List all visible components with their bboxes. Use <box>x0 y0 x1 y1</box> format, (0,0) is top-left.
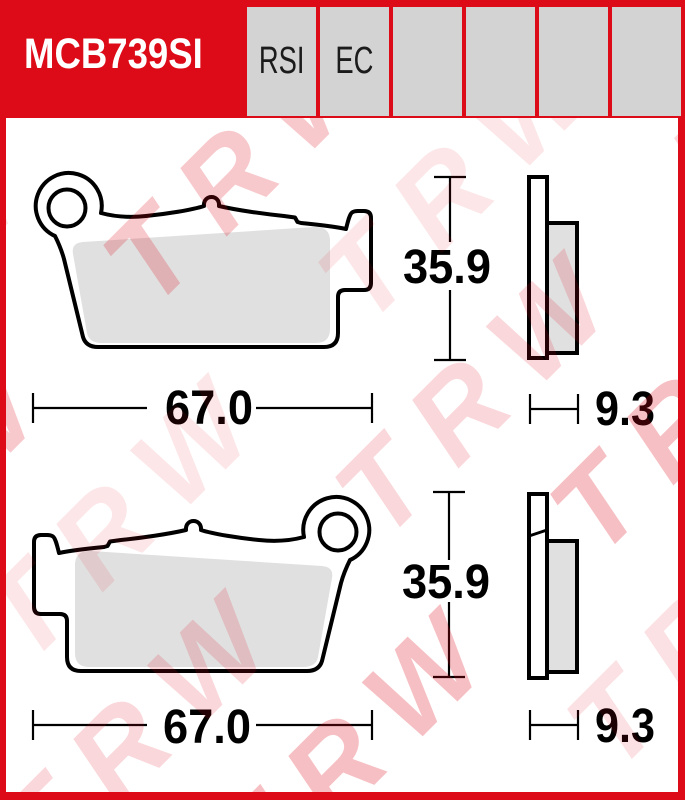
spec-cell-empty-1 <box>393 7 462 116</box>
header-band: MCB739SI RSI EC <box>0 0 685 118</box>
friction-block <box>545 539 579 674</box>
mounting-hole <box>317 511 359 553</box>
spec-cell-empty-4 <box>612 7 681 116</box>
content-area: 67.0 35.9 9.3 67.0 35.9 9.3 TRW TRW TRW … <box>6 118 678 792</box>
dim-label-thickness-bottom: 9.3 <box>595 700 655 753</box>
spec-cell-ec: EC <box>320 7 389 116</box>
pad-side-view-bottom <box>527 492 579 680</box>
friction-material <box>75 550 333 667</box>
brake-pad-diagram: 67.0 35.9 9.3 67.0 35.9 9.3 <box>31 171 655 754</box>
dim-label-thickness-top: 9.3 <box>595 383 655 436</box>
backing-plate <box>527 175 549 360</box>
pad-front-view-top <box>33 171 373 349</box>
spec-cells-row: RSI EC <box>247 7 681 116</box>
spec-cell-label: EC <box>335 40 374 82</box>
dim-label-width-top: 67.0 <box>165 382 253 435</box>
plate-tab-line <box>528 528 548 538</box>
spec-cell-rsi: RSI <box>247 7 316 116</box>
mounting-hole <box>46 187 88 229</box>
spec-cell-empty-2 <box>466 7 535 116</box>
spec-cell-empty-3 <box>539 7 608 116</box>
dim-label-width-bottom: 67.0 <box>163 701 251 754</box>
dim-label-height-top: 35.9 <box>403 241 491 294</box>
spec-cell-label: RSI <box>258 40 305 82</box>
dim-label-height-bottom: 35.9 <box>402 556 490 609</box>
dimension-lines <box>31 175 580 740</box>
backing-plate <box>527 492 549 680</box>
pad-side-view-top <box>527 175 579 360</box>
friction-block <box>545 221 579 355</box>
part-number: MCB739SI <box>24 30 203 78</box>
friction-material <box>72 226 330 343</box>
pad-front-view-bottom <box>32 495 372 673</box>
